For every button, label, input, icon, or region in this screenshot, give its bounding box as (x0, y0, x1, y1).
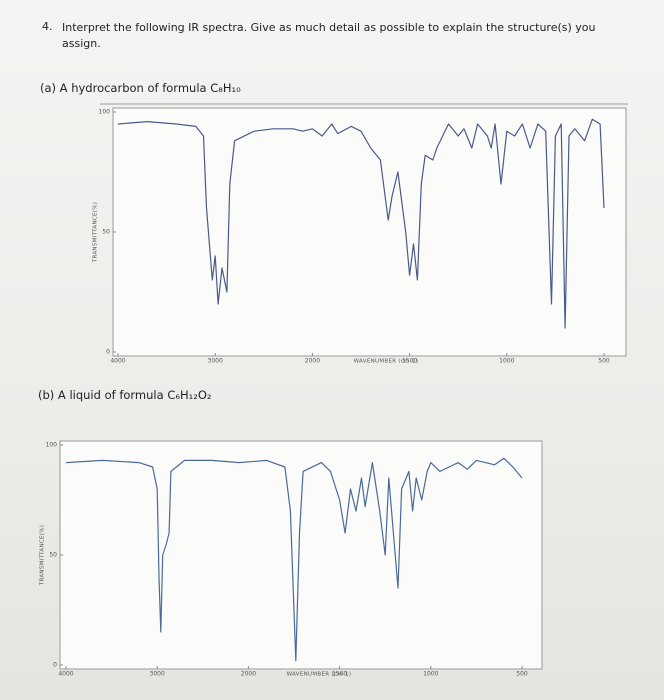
x-tick-label: 500 (598, 358, 610, 365)
y-axis-label: TRANSMITTANCE(%) (40, 525, 46, 586)
x-tick-label: 1500 (332, 671, 347, 678)
x-axis-label: WAVENUMBER (cm-1) (354, 359, 419, 365)
y-tick-label: 0 (53, 662, 57, 669)
chart-title: (a) A hydrocarbon of formula C₈H₁₀ (40, 81, 241, 95)
x-tick-label: 4000 (110, 358, 125, 365)
x-tick-label: 500 (516, 671, 528, 678)
x-tick-label: 4000 (58, 671, 73, 678)
x-tick-label: 1000 (499, 358, 514, 365)
plot-frame (59, 440, 543, 670)
y-tick-label: 100 (46, 442, 58, 449)
y-tick-label: 50 (49, 552, 57, 559)
question-text: Interpret the following IR spectra. Give… (62, 21, 596, 50)
spectrum-line (117, 118, 605, 329)
plot-frame (112, 107, 627, 357)
x-tick-label: 1000 (423, 671, 438, 678)
x-tick-label: 2000 (241, 671, 256, 678)
y-tick-label: 100 (99, 109, 111, 116)
y-tick-label: 50 (102, 229, 110, 236)
spectrum-line (65, 457, 523, 662)
x-tick-label: 3000 (150, 671, 165, 678)
y-tick-label: 0 (106, 349, 110, 356)
y-axis-label: TRANSMITTANCE(%) (93, 202, 99, 263)
x-tick-label: 3000 (208, 358, 223, 365)
x-tick-label: 1500 (402, 358, 417, 365)
chart-title: (b) A liquid of formula C₆H₁₂O₂ (38, 388, 212, 402)
x-tick-label: 2000 (305, 358, 320, 365)
x-axis-label: WAVENUMBER (cm-1) (287, 672, 352, 678)
question-number: 4. (42, 20, 53, 33)
